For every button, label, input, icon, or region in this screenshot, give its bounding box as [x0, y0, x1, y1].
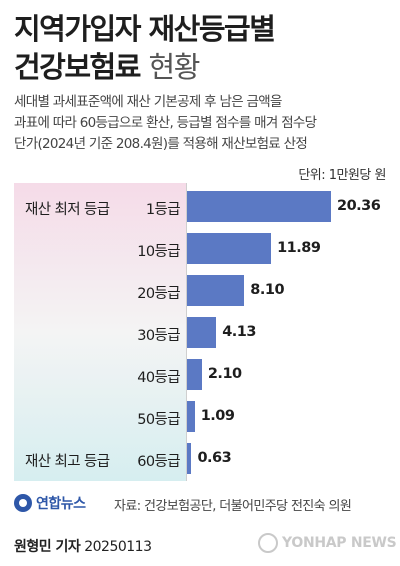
- category-label: 60등급: [137, 454, 180, 470]
- bar: [187, 443, 192, 474]
- watermark-text: YONHAP NEWS: [282, 535, 397, 551]
- page-title: 지역가입자 재산등급별: [14, 12, 276, 46]
- value-label: 0.63: [197, 450, 232, 466]
- description-line: 단가(2024년 기준 208.4원)를 적용해 재산보험료 산정: [14, 136, 308, 152]
- category-label: 50등급: [137, 412, 180, 428]
- byline: 원형민 기자 20250113: [14, 536, 152, 556]
- value-label: 11.89: [277, 240, 321, 256]
- bar: [187, 191, 331, 222]
- bar: [187, 275, 245, 306]
- annotation-highest-grade: 재산 최고 등급: [25, 454, 110, 470]
- unit-label: 단위: 1만원당 원: [298, 168, 386, 183]
- bar: [187, 401, 195, 432]
- value-label: 8.10: [250, 282, 285, 298]
- subtitle-bold: 건강보험료: [14, 50, 141, 84]
- byline-date: 20250113: [84, 539, 152, 555]
- description-line: 세대별 과세표준액에 재산 기본공제 후 남은 금액을: [14, 94, 282, 110]
- bar: [187, 359, 202, 390]
- logo-text: 연합뉴스: [36, 496, 86, 512]
- bar: [187, 233, 272, 264]
- watermark: YONHAP NEWS: [258, 533, 397, 553]
- bar: [187, 317, 217, 348]
- value-label: 20.36: [337, 198, 381, 214]
- description-line: 과표에 따라 60등급으로 환산, 등급별 점수를 매겨 점수당: [14, 115, 317, 131]
- category-label: 10등급: [137, 244, 180, 260]
- source-note: 자료: 건강보험공단, 더불어민주당 전진숙 의원: [114, 499, 352, 514]
- value-label: 4.13: [222, 324, 256, 340]
- value-label: 2.10: [207, 366, 242, 382]
- subtitle-light: 현황: [148, 50, 201, 84]
- category-label: 40등급: [137, 370, 180, 386]
- chart-baseline: [186, 183, 187, 481]
- category-label: 1등급: [145, 202, 181, 218]
- yonhap-logo: 연합뉴스: [14, 492, 86, 514]
- description: 세대별 과세표준액에 재산 기본공제 후 남은 금액을 과표에 따라 60등급으…: [14, 92, 394, 155]
- category-label: 30등급: [137, 328, 180, 344]
- byline-name: 원형민 기자: [14, 539, 81, 555]
- value-label: 1.09: [200, 408, 235, 424]
- category-label: 20등급: [137, 286, 180, 302]
- page-subtitle: 건강보험료 현황: [14, 44, 201, 86]
- watermark-icon: [258, 533, 278, 553]
- annotation-lowest-grade: 재산 최저 등급: [25, 202, 110, 218]
- chart-label-panel: [14, 183, 186, 481]
- yonhap-logo-icon: [14, 494, 32, 512]
